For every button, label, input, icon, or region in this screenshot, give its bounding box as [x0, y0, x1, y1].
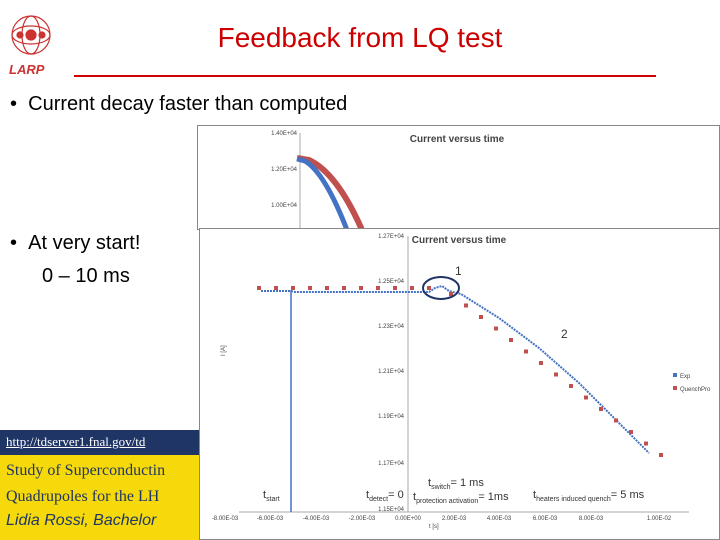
quenchpro-point: [524, 349, 528, 354]
quenchpro-point: [308, 286, 312, 290]
bullet-1: • Current decay faster than computed: [10, 93, 347, 116]
quenchpro-point: [584, 395, 588, 400]
bullet-dot: •: [10, 93, 29, 115]
legend-exp-marker: [673, 373, 677, 377]
chart2-ytick-2: 1.25E+04: [378, 279, 405, 285]
chart2-series-exp: [261, 284, 650, 454]
logo-emblem: [11, 15, 51, 55]
chart1-series-red: [296, 155, 365, 230]
chart2-annotation-1: 1: [455, 264, 462, 278]
legend-quenchpro-label: QuenchPro: [680, 387, 711, 393]
chart-current-vs-time-1: Current versus time 1.40E+04 1.20E+04 1.…: [197, 125, 720, 230]
quenchpro-point: [659, 453, 663, 457]
reference-line-1: Study of Superconductin: [6, 462, 166, 479]
quenchpro-point: [479, 315, 483, 319]
quenchpro-point: [614, 418, 618, 423]
quenchpro-point: [509, 338, 513, 342]
quenchpro-point: [539, 361, 543, 365]
chart1-series-blue: [296, 156, 350, 230]
chart2-legend: Exp QuenchPro: [673, 373, 711, 393]
chart2-ytick-1: 1.27E+04: [378, 234, 405, 240]
quenchpro-point: [629, 430, 633, 434]
t-protection-label: tprotection activation= 1ms: [413, 491, 509, 505]
chart2-ytick-7: 1.15E+04: [378, 507, 405, 513]
chart1-ytick-3: 1.00E+04: [271, 203, 298, 209]
chart2-ytick-4: 1.21E+04: [378, 369, 405, 375]
chart2-annotation-2: 2: [561, 327, 568, 341]
chart1-frame: [197, 125, 720, 230]
chart2-y-ticks: 1.27E+04 1.25E+04 1.23E+04 1.21E+04 1.19…: [378, 234, 405, 513]
chart2-xtick-10: 1.00E-02: [647, 516, 672, 522]
chart-current-vs-time-2: Current versus time I [A] t [s] 1.27E+04…: [199, 228, 720, 540]
quenchpro-point: [569, 384, 573, 388]
chart2-x-ticks: -8.00E-03 -6.00E-03 -4.00E-03 -2.00E-03 …: [212, 516, 672, 522]
title-underline: [74, 75, 656, 77]
t-start-label: tstart: [263, 489, 280, 503]
chart2-xtick-4: -2.00E-03: [349, 516, 376, 522]
larp-logo: LARP: [9, 15, 51, 77]
chart2-xtick-8: 6.00E-03: [533, 516, 558, 522]
chart2-ytick-6: 1.17E+04: [378, 461, 405, 467]
bullet-2: • At very start!: [10, 232, 140, 255]
bullet-2-text: At very start!: [28, 232, 141, 254]
chart2-xtick-9: 8.00E-03: [579, 516, 604, 522]
t-detect-label: tdetect= 0: [366, 489, 404, 503]
chart2-xtick-6: 2.00E-03: [442, 516, 467, 522]
chart2-ytick-3: 1.23E+04: [378, 324, 405, 330]
quenchpro-point: [410, 286, 414, 290]
slide-title: Feedback from LQ test: [217, 22, 503, 53]
bullet-dot: •: [10, 232, 29, 254]
quenchpro-point: [342, 286, 346, 290]
quenchpro-point: [291, 286, 295, 290]
chart2-frame: [199, 228, 720, 540]
logo-text: LARP: [9, 62, 45, 77]
quenchpro-point: [274, 286, 278, 290]
chart2-xtick-7: 4.00E-03: [487, 516, 512, 522]
chart2-ytick-5: 1.19E+04: [378, 414, 405, 420]
quenchpro-point: [494, 326, 498, 331]
reference-highlight: [0, 455, 200, 540]
legend-exp-label: Exp: [680, 374, 691, 380]
chart1-ytick-1: 1.40E+04: [271, 131, 298, 137]
chart2-xtick-3: -4.00E-03: [303, 516, 330, 522]
bullet-1-text: Current decay faster than computed: [28, 93, 348, 115]
quenchpro-point: [554, 372, 558, 377]
reference-line-2: Quadrupoles for the LH: [6, 488, 160, 505]
chart1-title: Current versus time: [410, 134, 505, 145]
quenchpro-point: [359, 286, 363, 290]
chart2-xtick-2: -6.00E-03: [257, 516, 284, 522]
chart1-ytick-2: 1.20E+04: [271, 167, 298, 173]
reference-line-3: Lidia Rossi, Bachelor: [6, 512, 157, 529]
chart2-series-quenchpro: [257, 286, 663, 457]
quenchpro-point: [427, 286, 431, 290]
quenchpro-point: [257, 286, 261, 290]
quenchpro-point: [393, 286, 397, 290]
quenchpro-point: [644, 441, 648, 446]
reference-link[interactable]: http://tdserver1.fnal.gov/td: [6, 434, 146, 449]
t-switch-label: tswitch= 1 ms: [428, 477, 484, 491]
quenchpro-point: [376, 286, 380, 290]
chart2-ylabel: I [A]: [221, 345, 227, 356]
chart2-xlabel: t [s]: [429, 524, 439, 530]
quenchpro-point: [464, 303, 468, 308]
chart2-title: Current versus time: [412, 235, 507, 246]
chart2-highlight-circle: [422, 276, 460, 300]
bullet-2-sub: 0 – 10 ms: [42, 265, 130, 287]
quenchpro-point: [325, 286, 329, 290]
chart2-xtick-5: 0.00E+00: [395, 516, 422, 522]
quenchpro-point: [449, 292, 453, 296]
quenchpro-point: [599, 407, 603, 411]
legend-quenchpro-marker: [673, 386, 677, 390]
chart2-time-annotations: tstart tdetect= 0 tswitch= 1 ms tprotect…: [263, 477, 645, 505]
t-heaters-label: theaters induced quench= 5 ms: [533, 489, 645, 503]
chart2-xtick-1: -8.00E-03: [212, 516, 239, 522]
